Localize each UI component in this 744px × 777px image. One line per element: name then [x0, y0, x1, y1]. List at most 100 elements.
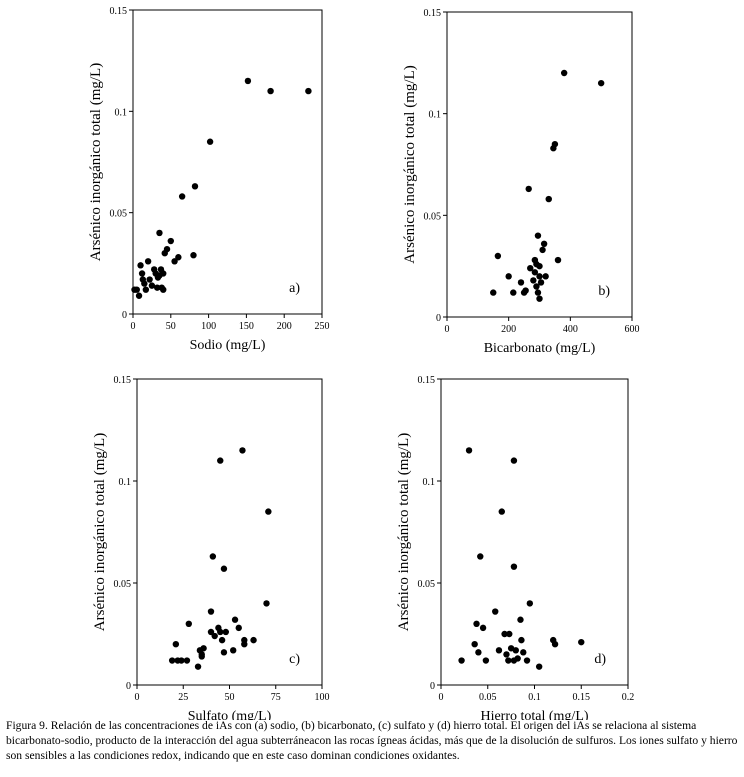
y-tick-label: 0.15	[424, 8, 442, 19]
data-point	[534, 232, 542, 239]
data-point	[220, 649, 228, 656]
data-point	[505, 657, 512, 664]
data-point	[545, 195, 552, 203]
x-tick-label: 25	[178, 692, 188, 703]
data-point	[175, 254, 182, 261]
data-point	[560, 69, 568, 77]
panel-label: c)	[289, 652, 300, 667]
x-axis-title: Hierro total (mg/L)	[480, 709, 588, 720]
data-point	[535, 663, 543, 670]
data-point	[533, 283, 540, 290]
data-point	[135, 292, 143, 299]
panel-a: 0 0.05 0.1 0.15 0 50 100 150 200 250 Sodio (mg/L) A…	[88, 6, 330, 353]
data-point	[526, 600, 534, 607]
x-tick-label: 150	[239, 321, 254, 332]
x-tick-label: 0.1	[528, 692, 541, 703]
data-point	[230, 647, 237, 654]
data-point	[191, 183, 199, 190]
data-point	[514, 655, 521, 662]
data-point	[200, 645, 207, 652]
data-point	[492, 608, 499, 615]
data-point	[137, 262, 144, 269]
data-point	[458, 657, 465, 664]
data-point	[160, 270, 167, 277]
data-point	[265, 508, 272, 515]
data-point	[178, 657, 185, 664]
data-point	[542, 273, 549, 280]
plot-frame	[136, 378, 323, 686]
figure-caption: Figura 9. Relación de las concentracione…	[6, 719, 738, 762]
data-point	[222, 628, 229, 636]
panel-label: d)	[594, 652, 606, 667]
data-point	[138, 270, 146, 277]
data-point	[536, 262, 543, 270]
y-tick-label: 0.15	[114, 375, 132, 386]
data-point	[183, 657, 191, 664]
x-tick-label: 200	[501, 324, 516, 335]
data-point	[482, 657, 490, 664]
data-point	[185, 620, 192, 627]
data-point	[597, 79, 605, 87]
x-tick-label: 250	[315, 321, 330, 332]
x-tick-label: 0.2	[622, 692, 635, 703]
data-point	[551, 140, 559, 148]
data-point	[520, 649, 527, 656]
data-point	[531, 269, 539, 276]
data-point	[536, 273, 543, 280]
y-tick-label: 0.1	[115, 107, 128, 118]
data-point	[168, 657, 176, 664]
data-point	[517, 616, 524, 623]
data-point	[539, 246, 546, 254]
data-point	[534, 289, 542, 296]
y-tick-label: 0	[126, 681, 131, 692]
data-point	[250, 636, 257, 644]
data-point	[263, 600, 270, 607]
data-point	[231, 616, 239, 623]
y-tick-label: 0.15	[110, 6, 128, 17]
data-point	[172, 641, 180, 648]
data-point	[239, 447, 246, 454]
data-point	[241, 636, 248, 644]
plot-frame	[132, 9, 323, 315]
data-point	[144, 258, 152, 265]
data-point	[267, 87, 274, 95]
data-point	[540, 240, 548, 247]
x-tick-label: 0.15	[573, 692, 591, 703]
data-point	[505, 273, 512, 280]
data-point	[554, 256, 562, 264]
data-point	[235, 624, 242, 632]
data-point	[465, 447, 473, 454]
panel-label: b)	[598, 284, 610, 299]
data-point	[305, 87, 312, 95]
data-point	[146, 276, 153, 283]
data-point	[490, 289, 497, 296]
data-point	[167, 237, 174, 245]
data-point	[475, 649, 482, 656]
data-point	[527, 265, 534, 272]
data-point	[578, 638, 585, 646]
y-tick-label: 0.05	[418, 579, 436, 590]
y-tick-label: 0.1	[423, 477, 436, 488]
data-point	[536, 295, 543, 302]
data-point	[523, 657, 531, 664]
data-point	[133, 286, 140, 293]
y-tick-label: 0.1	[119, 477, 132, 488]
data-point	[510, 289, 517, 296]
data-point	[522, 287, 529, 294]
x-tick-label: 0.05	[479, 692, 497, 703]
plot-frame	[446, 11, 633, 318]
data-point	[163, 245, 171, 253]
x-tick-label: 50	[225, 692, 235, 703]
data-point	[244, 77, 252, 85]
data-point	[498, 508, 505, 515]
data-point	[153, 284, 161, 291]
data-point	[207, 608, 215, 615]
data-point	[142, 286, 150, 293]
x-tick-label: 0	[135, 692, 140, 703]
data-point	[206, 138, 214, 145]
panel-d: 0 0.05 0.1 0.15 0 0.05 0.1 0.15 0.2 Hierro total …	[396, 375, 634, 720]
data-point	[194, 663, 202, 670]
y-tick-label: 0.15	[418, 375, 436, 386]
x-tick-label: 0	[131, 321, 136, 332]
